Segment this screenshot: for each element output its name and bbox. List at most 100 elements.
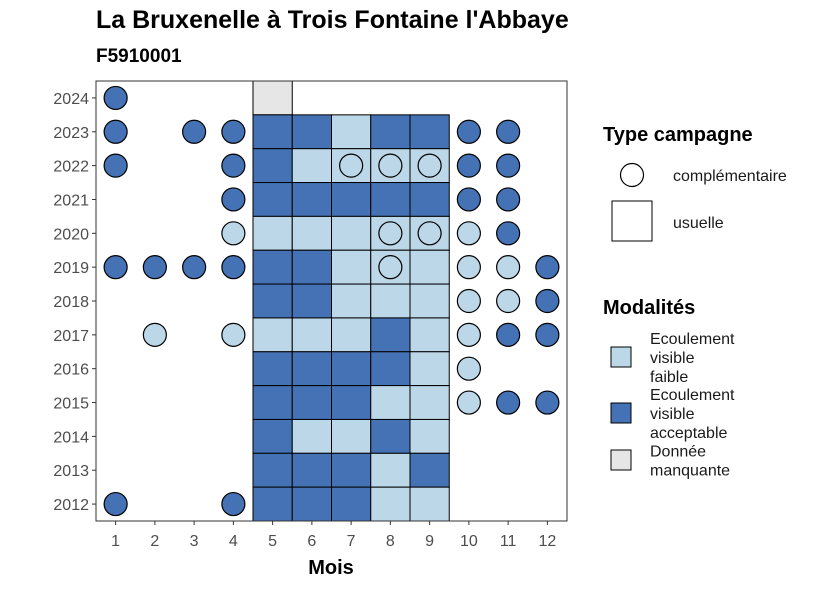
tile-usuelle-2015-9 — [409, 385, 450, 420]
tile-usuelle-2014-6 — [291, 418, 332, 454]
point-complementaire-2020-4 — [221, 221, 246, 246]
point-complementaire-2012-4 — [221, 491, 246, 517]
legend-label-modalite-3-line-1: Donnée — [650, 444, 706, 461]
tile-usuelle-2022-5 — [252, 148, 293, 184]
point-complementaire-2023-4 — [221, 119, 246, 144]
point-complementaire-2022-10 — [456, 153, 481, 178]
y-tick-label-2015: 2015 — [53, 396, 89, 413]
tile-usuelle-2021-6 — [291, 182, 332, 217]
y-tick-label-2014: 2014 — [53, 429, 89, 446]
tile-usuelle-2023-7 — [331, 114, 372, 150]
tile-usuelle-2013-9 — [409, 452, 450, 488]
point-complementaire-2017-4 — [221, 322, 246, 347]
legend-label-modalite-2-line-2: visible — [650, 406, 695, 423]
tile-usuelle-2015-7 — [331, 385, 372, 420]
point-complementaire-2019-11 — [496, 255, 521, 280]
legend-type-title: Type campagne — [603, 124, 753, 146]
point-complementaire-2022-11 — [496, 153, 521, 178]
tile-usuelle-2012-6 — [291, 486, 332, 522]
tile-usuelle-2017-9 — [409, 317, 450, 353]
point-complementaire-2023-3 — [182, 119, 207, 144]
point-complementaire-2022-9 — [417, 153, 442, 178]
x-tick-label-10: 10 — [460, 533, 478, 550]
tile-usuelle-2018-8 — [370, 283, 411, 319]
tile-usuelle-2019-9 — [409, 249, 450, 285]
tile-usuelle-2016-9 — [409, 351, 450, 387]
tile-usuelle-2021-5 — [252, 182, 293, 217]
tile-usuelle-2020-7 — [331, 215, 372, 251]
x-tick-label-1: 1 — [111, 533, 120, 550]
point-complementaire-2021-10 — [456, 187, 481, 212]
point-complementaire-2023-10 — [456, 119, 481, 144]
tile-usuelle-2016-6 — [291, 351, 332, 387]
tile-usuelle-2018-9 — [409, 283, 450, 319]
tile-usuelle-2021-7 — [331, 182, 372, 217]
point-complementaire-2019-8 — [378, 255, 403, 280]
y-tick-label-2012: 2012 — [53, 497, 89, 514]
chart-subtitle: F5910001 — [96, 46, 182, 67]
y-tick-label-2016: 2016 — [53, 362, 89, 379]
point-complementaire-2019-1 — [103, 255, 128, 280]
tile-usuelle-2013-5 — [252, 452, 293, 488]
x-axis-label: Mois — [308, 557, 354, 579]
tile-usuelle-2023-6 — [291, 114, 332, 150]
x-tick-label-5: 5 — [268, 533, 277, 550]
chart-title: La Bruxenelle à Trois Fontaine l'Abbaye — [96, 6, 569, 34]
legend-label-modalite-3-line-2: manquante — [650, 463, 730, 480]
y-tick-label-2017: 2017 — [53, 328, 89, 345]
tile-usuelle-2020-6 — [291, 215, 332, 251]
tile-usuelle-2019-6 — [291, 249, 332, 285]
x-tick-label-12: 12 — [538, 533, 556, 550]
point-complementaire-2022-4 — [221, 153, 246, 178]
tile-usuelle-2016-8 — [370, 351, 411, 387]
y-tick-label-2013: 2013 — [53, 463, 89, 480]
legend-label-complementaire: complémentaire — [673, 168, 787, 185]
tile-usuelle-2019-7 — [331, 249, 372, 285]
tile-usuelle-2020-5 — [252, 215, 293, 251]
tile-usuelle-2015-5 — [252, 385, 293, 420]
tile-usuelle-2015-8 — [370, 385, 411, 420]
point-complementaire-2017-2 — [142, 322, 167, 347]
x-tick-label-9: 9 — [425, 533, 434, 550]
x-tick-label-2: 2 — [150, 533, 159, 550]
tile-usuelle-2014-5 — [252, 418, 293, 454]
point-complementaire-2019-2 — [142, 255, 167, 280]
point-complementaire-2017-11 — [496, 322, 521, 347]
point-complementaire-2020-8 — [378, 221, 403, 246]
point-complementaire-2018-12 — [535, 288, 560, 314]
tile-usuelle-2015-6 — [291, 385, 332, 420]
legend: Type campagne complémentaire usuelle Modali… — [603, 124, 787, 480]
tile-usuelle-2012-9 — [409, 486, 450, 522]
legend-modalites-title: Modalités — [603, 297, 695, 319]
point-complementaire-2017-12 — [535, 322, 560, 347]
tile-usuelle-2017-6 — [291, 317, 332, 353]
tile-usuelle-2023-8 — [370, 114, 411, 150]
legend-key-usuelle — [611, 200, 653, 242]
tile-usuelle-2016-5 — [252, 351, 293, 387]
legend-key-complementaire — [619, 162, 645, 188]
point-complementaire-2020-10 — [456, 221, 481, 246]
point-complementaire-2022-1 — [103, 153, 128, 178]
tile-usuelle-2018-6 — [291, 283, 332, 319]
legend-key-modalite-2 — [610, 402, 632, 424]
tile-usuelle-2012-5 — [252, 486, 293, 522]
legend-label-modalite-1-line-1: Ecoulement — [650, 331, 735, 348]
tile-usuelle-2014-9 — [409, 418, 450, 454]
tile-usuelle-2019-5 — [252, 249, 293, 285]
plot-area — [96, 80, 567, 522]
tile-usuelle-2013-8 — [370, 452, 411, 488]
point-complementaire-2019-3 — [182, 255, 207, 280]
y-tick-label-2018: 2018 — [53, 294, 89, 311]
point-complementaire-2023-1 — [103, 119, 128, 144]
tile-usuelle-2021-9 — [409, 182, 450, 217]
point-complementaire-2022-7 — [339, 153, 364, 178]
x-tick-label-7: 7 — [347, 533, 356, 550]
legend-label-modalite-1-line-3: faible — [650, 369, 688, 386]
tile-usuelle-2024-5 — [252, 80, 293, 116]
point-complementaire-2019-10 — [456, 255, 481, 280]
point-complementaire-2018-11 — [496, 288, 521, 314]
tile-usuelle-2017-5 — [252, 317, 293, 353]
tile-usuelle-2012-7 — [331, 486, 372, 522]
y-tick-label-2021: 2021 — [53, 192, 89, 209]
legend-label-modalite-2-line-3: acceptable — [650, 425, 727, 442]
